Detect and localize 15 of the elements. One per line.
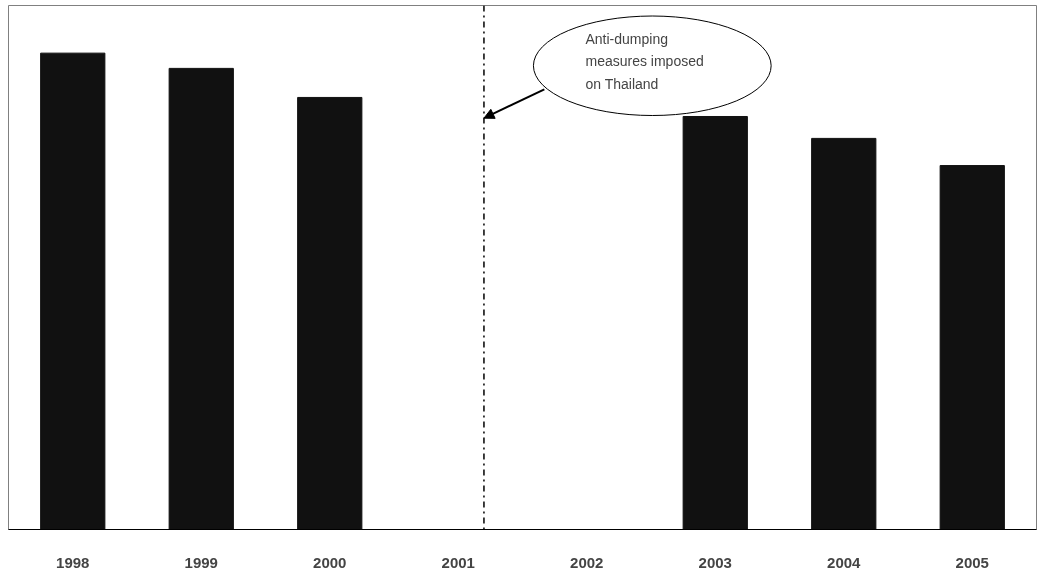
x-tick-label: 2005 (955, 553, 989, 571)
bar (811, 137, 877, 530)
bar (682, 115, 748, 530)
x-tick-label: 1998 (56, 553, 90, 571)
x-tick-label: 2002 (570, 553, 604, 571)
bar (297, 96, 363, 530)
x-tick-label: 2004 (827, 553, 862, 571)
bar (168, 67, 234, 530)
bar (939, 165, 1005, 530)
x-tick-label: 2001 (441, 553, 475, 571)
x-tick-label: 1999 (184, 553, 218, 571)
x-tick-label: 2000 (313, 553, 347, 571)
annotation: Anti-dumping measures imposed on Thailand (585, 30, 704, 92)
bar (40, 52, 106, 530)
x-tick-label: 2003 (698, 553, 732, 571)
